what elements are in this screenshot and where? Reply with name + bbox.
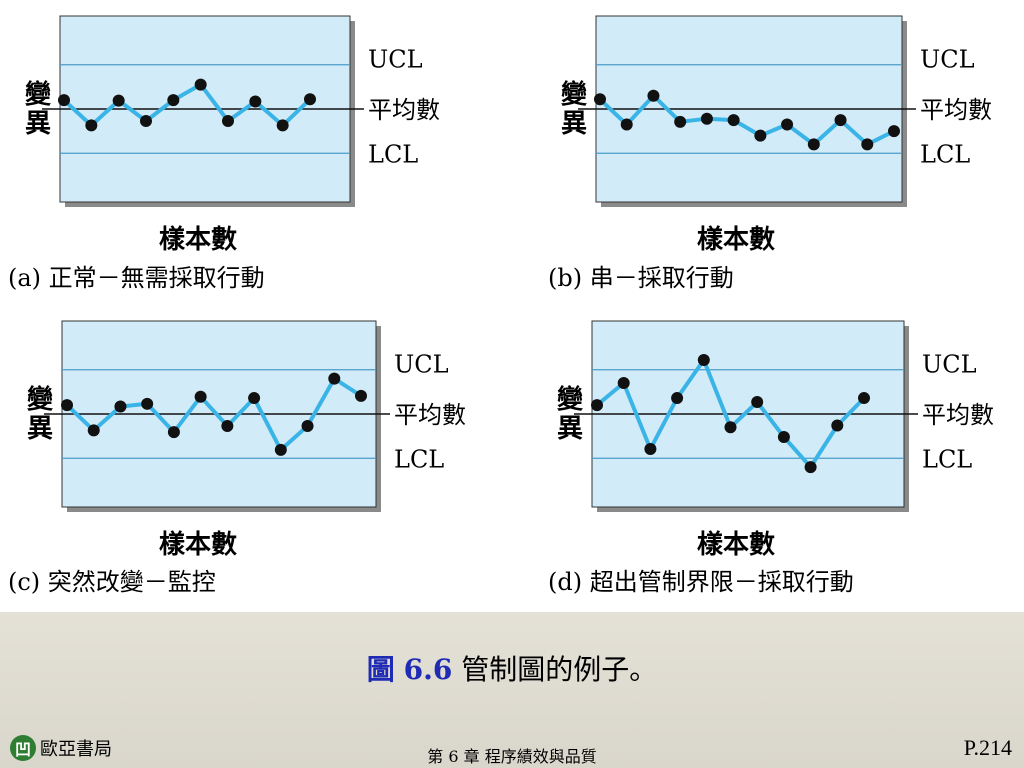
- chart-a-data-point: [85, 119, 98, 132]
- chart-b-series-line: [598, 93, 895, 147]
- chart-a-data-point: [112, 94, 125, 107]
- chart-a-ucl-label: UCL: [368, 46, 423, 74]
- chart-b-data-point: [861, 138, 874, 151]
- chart-b-xlabel: 樣本數: [697, 224, 775, 255]
- chart-c-caption: (c) 突然改變－監控: [8, 568, 216, 596]
- chart-a-lcl-label: LCL: [368, 140, 418, 168]
- chart-c-xlabel: 樣本數: [159, 529, 237, 560]
- chart-b-data-point: [620, 118, 633, 131]
- chart-c-mean-label: 平均數: [394, 401, 466, 429]
- chart-d-xlabel: 樣本數: [697, 529, 775, 560]
- chart-a-data-point: [58, 94, 70, 107]
- chart-b-data-point: [674, 115, 687, 128]
- chart-c-data-point: [248, 392, 261, 405]
- chart-d-data-point: [751, 396, 764, 409]
- chart-b-ucl-label: UCL: [920, 46, 975, 74]
- chart-a-data-point: [249, 95, 262, 108]
- chart-d-ucl-label: UCL: [922, 351, 977, 379]
- publisher-logo-icon: 凹: [10, 735, 36, 761]
- chart-b-ylabel-char: 異: [561, 109, 587, 139]
- chart-b-caption: (b) 串－採取行動: [548, 264, 734, 292]
- chart-d-data-point: [671, 392, 684, 405]
- chart-a-series-line: [62, 82, 312, 128]
- chart-c-data-point: [61, 399, 73, 412]
- chart-d-data-point: [697, 353, 710, 366]
- chart-b-data-point: [781, 118, 794, 131]
- chart-b-lcl-label: LCL: [920, 140, 970, 168]
- chart-a-data-point: [140, 114, 152, 127]
- chart-d-data-point: [617, 377, 630, 389]
- chart-c-ucl-label: UCL: [394, 351, 449, 379]
- chart-d-data-point: [644, 442, 657, 455]
- chart-d-ylabel-char: 異: [557, 414, 583, 444]
- chart-a-ylabel-char: 變: [25, 79, 52, 110]
- chart-d-data-point: [591, 399, 603, 412]
- chart-b-data-point: [594, 93, 606, 106]
- chart-a-data-point: [167, 94, 180, 107]
- publisher-name: 歐亞書局: [40, 739, 112, 760]
- chart-c-ylabel-char: 異: [27, 414, 53, 444]
- chart-a-xlabel: 樣本數: [159, 224, 237, 255]
- chart-d-mean-label: 平均數: [922, 401, 994, 429]
- chapter-title: 第 6 章 程序績效與品質: [427, 747, 597, 766]
- chart-c-data-point: [167, 426, 180, 439]
- figure-caption-text: 管制圖的例子。: [461, 653, 658, 686]
- chart-d-lcl-label: LCL: [922, 445, 972, 473]
- chart-c-data-point: [87, 424, 100, 437]
- figure-label: 圖: [366, 653, 395, 686]
- chart-c-data-point: [221, 419, 234, 432]
- page-number: P.214: [963, 735, 1012, 760]
- chart-d-data-point: [724, 421, 737, 434]
- chart-b-data-point: [834, 114, 847, 127]
- chart-d-data-point: [777, 431, 790, 444]
- chart-c-data-point: [274, 443, 287, 456]
- chart-b-data-point: [754, 129, 767, 142]
- chart-a-mean-label: 平均數: [368, 96, 440, 124]
- chart-b-ylabel-char: 變: [561, 79, 588, 110]
- chart-b-data-point: [888, 125, 900, 138]
- chart-c-data-point: [114, 400, 127, 413]
- chart-c-data-point: [355, 389, 367, 402]
- chart-a-data-point: [276, 119, 289, 132]
- chart-c-ylabel-char: 變: [27, 384, 54, 415]
- chart-b-data-point: [647, 89, 660, 102]
- chart-b-data-point: [727, 114, 740, 127]
- chart-d-ylabel-char: 變: [557, 384, 584, 415]
- chart-b-data-point: [700, 112, 713, 125]
- chart-d-data-point: [804, 461, 817, 474]
- chart-b-data-point: [807, 138, 820, 151]
- chart-c-data-point: [141, 397, 154, 410]
- chart-d-caption: (d) 超出管制界限－採取行動: [548, 568, 854, 596]
- chart-d-data-point: [858, 392, 870, 405]
- chart-d-data-point: [831, 419, 844, 432]
- chart-c-data-point: [301, 419, 314, 432]
- chart-c-data-point: [328, 372, 341, 385]
- publisher-footer: 凹 歐亞書局: [10, 735, 112, 761]
- chart-c-data-point: [194, 390, 207, 403]
- chart-a-data-point: [222, 114, 234, 127]
- figure-number: 6.6: [403, 653, 453, 686]
- figure-caption: 圖 6.6 管制圖的例子。: [0, 648, 1024, 688]
- chart-a-ylabel-char: 異: [25, 109, 51, 139]
- chart-a-caption: (a) 正常－無需採取行動: [8, 264, 265, 292]
- chart-b-mean-label: 平均數: [920, 96, 992, 124]
- footer-band: [0, 612, 1024, 768]
- chart-a-data-point: [194, 78, 207, 91]
- chart-c-lcl-label: LCL: [394, 445, 444, 473]
- chart-a-data-point: [304, 93, 316, 106]
